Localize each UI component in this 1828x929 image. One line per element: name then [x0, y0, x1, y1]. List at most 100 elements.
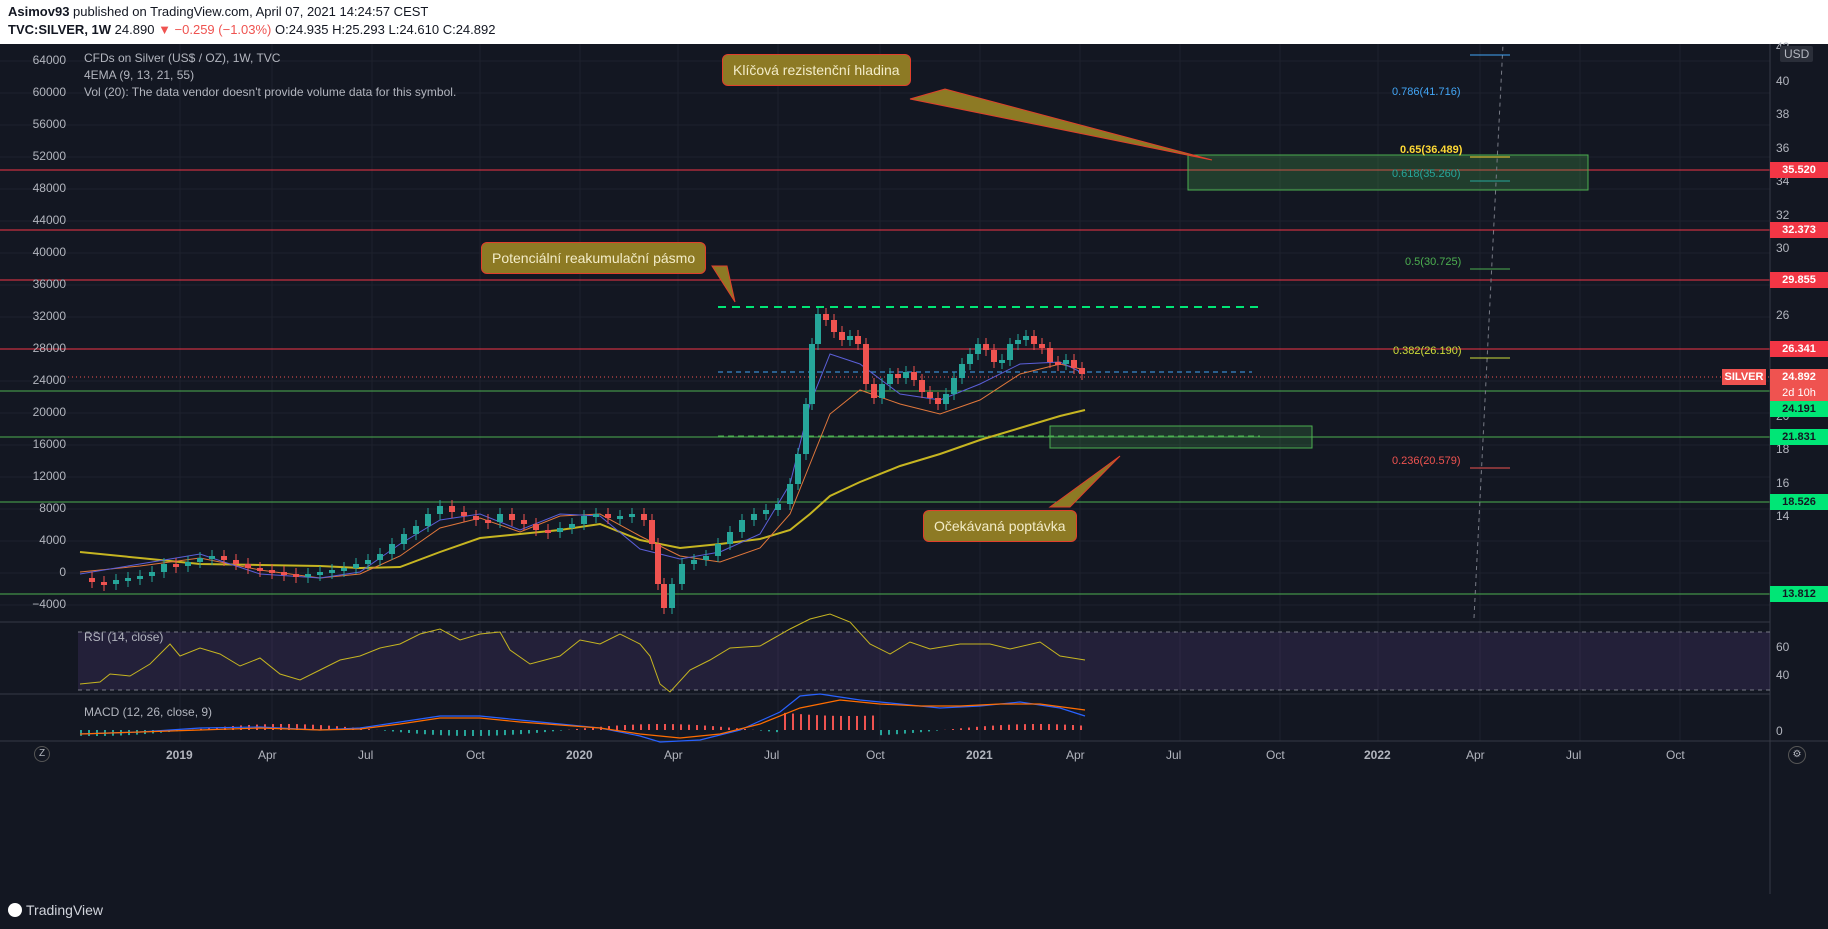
resistance-target-box[interactable]: [1187, 154, 1589, 191]
candle-up[interactable]: [847, 336, 853, 340]
demand-target-box[interactable]: [1049, 425, 1313, 449]
candle-down[interactable]: [839, 332, 845, 340]
demand-callout[interactable]: Očekávaná poptávka: [923, 510, 1077, 542]
candle-up[interactable]: [951, 378, 957, 394]
candle-down[interactable]: [661, 584, 667, 608]
fib-label-0236[interactable]: 0.236(20.579): [1392, 455, 1461, 467]
candle-up[interactable]: [959, 364, 965, 378]
candle-down[interactable]: [509, 514, 515, 520]
candle-up[interactable]: [113, 580, 119, 584]
candle-down[interactable]: [831, 320, 837, 332]
candle-up[interactable]: [815, 314, 821, 344]
candle-down[interactable]: [605, 514, 611, 518]
candle-up[interactable]: [879, 384, 885, 398]
candle-up[interactable]: [703, 556, 709, 560]
candle-up[interactable]: [317, 572, 323, 575]
candle-down[interactable]: [983, 344, 989, 350]
candle-up[interactable]: [497, 514, 503, 522]
candle-up[interactable]: [1007, 344, 1013, 360]
candle-up[interactable]: [887, 374, 893, 384]
candle-down[interactable]: [173, 564, 179, 567]
candle-up[interactable]: [751, 514, 757, 520]
candle-down[interactable]: [641, 514, 647, 520]
candle-up[interactable]: [669, 584, 675, 608]
candle-down[interactable]: [1047, 348, 1053, 362]
candle-down[interactable]: [1079, 368, 1085, 374]
candle-down[interactable]: [485, 520, 491, 523]
fib-label-05[interactable]: 0.5(30.725): [1405, 256, 1462, 268]
candle-down[interactable]: [1031, 336, 1037, 344]
tradingview-logo[interactable]: TradingView: [8, 902, 103, 918]
candle-up[interactable]: [425, 514, 431, 526]
fib-label-065[interactable]: 0.65(36.489): [1400, 144, 1463, 156]
candle-down[interactable]: [293, 574, 299, 577]
chart-area[interactable]: CFDs on Silver (US$ / OZ), 1W, TVC 4EMA …: [0, 40, 1828, 894]
candle-down[interactable]: [281, 572, 287, 575]
fib-label-0382[interactable]: 0.382(26.190): [1393, 345, 1462, 357]
candle-down[interactable]: [927, 392, 933, 398]
resistance-callout[interactable]: Klíčová rezistenční hladina: [722, 54, 911, 86]
candle-up[interactable]: [795, 454, 801, 484]
candle-up[interactable]: [809, 344, 815, 404]
candle-up[interactable]: [125, 578, 131, 581]
candle-up[interactable]: [329, 570, 335, 573]
candle-down[interactable]: [257, 568, 263, 571]
candle-up[interactable]: [803, 404, 809, 454]
candle-down[interactable]: [545, 530, 551, 533]
candle-up[interactable]: [763, 510, 769, 514]
candle-down[interactable]: [855, 336, 861, 344]
candle-down[interactable]: [533, 524, 539, 530]
candle-up[interactable]: [775, 504, 781, 510]
candle-down[interactable]: [1071, 360, 1077, 368]
candle-down[interactable]: [89, 578, 95, 582]
candle-up[interactable]: [305, 574, 311, 577]
candle-down[interactable]: [101, 582, 107, 585]
candle-down[interactable]: [919, 380, 925, 392]
candle-up[interactable]: [727, 532, 733, 544]
legend-volume[interactable]: Vol (20): The data vendor doesn't provid…: [84, 85, 457, 99]
candlestick-series[interactable]: [89, 308, 1085, 614]
candle-up[interactable]: [903, 372, 909, 378]
legend-ema[interactable]: 4EMA (9, 13, 21, 55): [84, 68, 195, 82]
candle-up[interactable]: [137, 576, 143, 579]
candle-down[interactable]: [991, 350, 997, 362]
settings-gear-icon[interactable]: ⚙: [1788, 746, 1806, 764]
candle-up[interactable]: [161, 564, 167, 572]
chart-canvas[interactable]: [0, 43, 1828, 894]
candle-up[interactable]: [691, 560, 697, 564]
candle-up[interactable]: [715, 544, 721, 556]
candle-up[interactable]: [999, 360, 1005, 363]
candle-up[interactable]: [149, 572, 155, 576]
candle-down[interactable]: [221, 556, 227, 560]
candle-up[interactable]: [401, 534, 407, 544]
candle-down[interactable]: [449, 506, 455, 512]
candle-up[interactable]: [967, 354, 973, 364]
candle-down[interactable]: [473, 516, 479, 520]
candle-down[interactable]: [1039, 344, 1045, 348]
candle-up[interactable]: [341, 568, 347, 571]
currency-label[interactable]: USD: [1780, 46, 1814, 62]
candle-down[interactable]: [823, 314, 829, 320]
candle-down[interactable]: [649, 520, 655, 544]
candle-up[interactable]: [679, 564, 685, 584]
macd-title[interactable]: MACD (12, 26, close, 9): [84, 705, 213, 719]
candle-up[interactable]: [593, 514, 599, 517]
candle-up[interactable]: [943, 394, 949, 404]
candle-up[interactable]: [353, 564, 359, 568]
candle-down[interactable]: [655, 544, 661, 584]
candle-up[interactable]: [617, 516, 623, 519]
candle-up[interactable]: [1015, 340, 1021, 344]
candle-down[interactable]: [233, 560, 239, 564]
candle-down[interactable]: [935, 398, 941, 404]
legend-symbol[interactable]: CFDs on Silver (US$ / OZ), 1W, TVC: [84, 51, 281, 65]
candle-up[interactable]: [413, 526, 419, 534]
candle-up[interactable]: [1023, 336, 1029, 340]
candle-down[interactable]: [911, 372, 917, 380]
fib-label-0618[interactable]: 0.618(35.260): [1392, 168, 1461, 180]
candle-up[interactable]: [581, 516, 587, 524]
candle-up[interactable]: [209, 556, 215, 559]
candle-down[interactable]: [895, 374, 901, 378]
rsi-title[interactable]: RSI (14, close): [84, 630, 164, 644]
fib-label-0786[interactable]: 0.786(41.716): [1392, 86, 1461, 98]
candle-up[interactable]: [185, 562, 191, 566]
